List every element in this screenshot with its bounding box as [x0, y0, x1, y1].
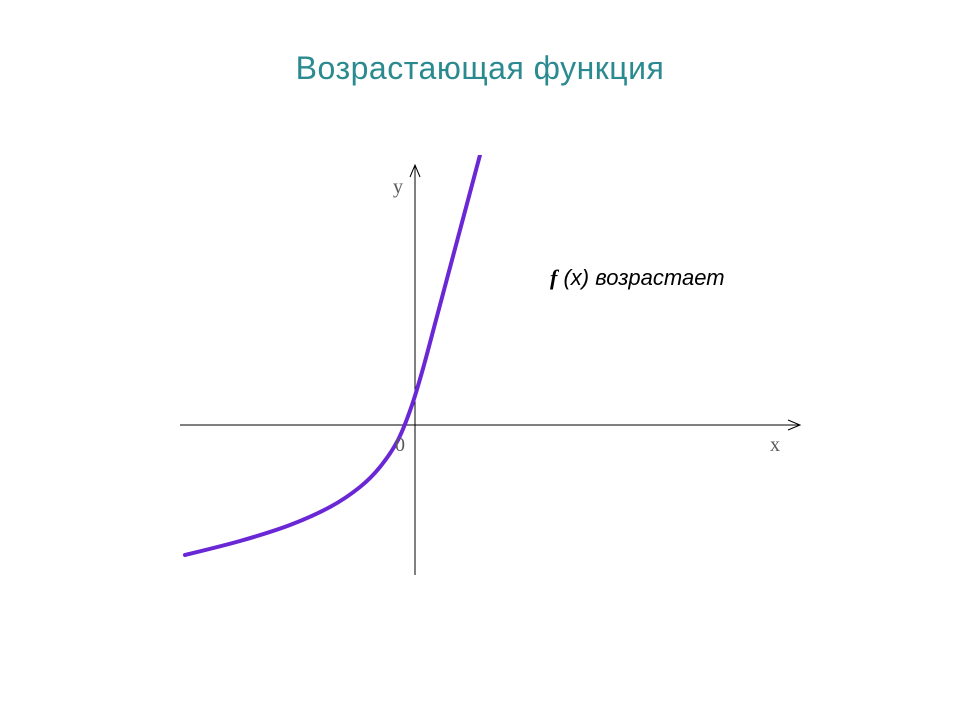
- origin-label: 0: [395, 434, 405, 456]
- page: Возрастающая функция y x 0 f (x) возрастает: [0, 0, 960, 720]
- chart: y x 0 f (x) возрастает: [180, 155, 820, 575]
- annotation-rest: (x) возрастает: [557, 265, 724, 290]
- chart-svg: y x 0 f (x) возрастает: [180, 155, 820, 575]
- annotation-text: f (x) возрастает: [550, 265, 725, 290]
- y-axis-label: y: [393, 176, 403, 198]
- chart-background: [180, 155, 820, 575]
- page-title: Возрастающая функция: [0, 50, 960, 87]
- x-axis-label: x: [770, 434, 780, 456]
